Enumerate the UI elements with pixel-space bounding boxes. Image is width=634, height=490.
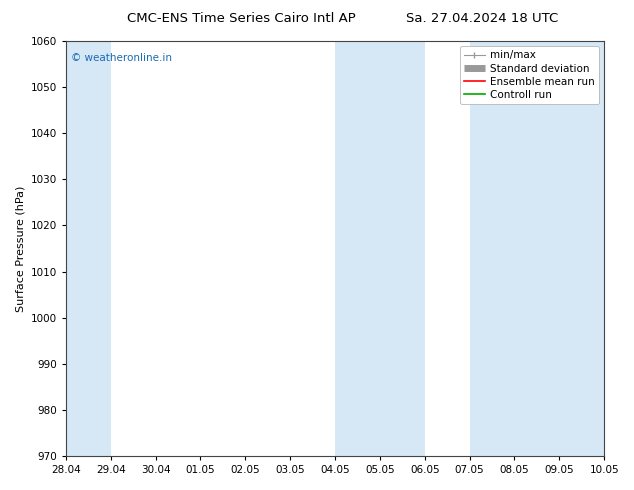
Bar bbox=[66, 41, 111, 456]
Text: © weatheronline.in: © weatheronline.in bbox=[71, 53, 172, 64]
Text: CMC-ENS Time Series Cairo Intl AP: CMC-ENS Time Series Cairo Intl AP bbox=[127, 12, 355, 25]
Y-axis label: Surface Pressure (hPa): Surface Pressure (hPa) bbox=[15, 185, 25, 312]
Bar bbox=[470, 41, 604, 456]
Text: Sa. 27.04.2024 18 UTC: Sa. 27.04.2024 18 UTC bbox=[406, 12, 558, 25]
Bar bbox=[335, 41, 425, 456]
Legend: min/max, Standard deviation, Ensemble mean run, Controll run: min/max, Standard deviation, Ensemble me… bbox=[460, 46, 599, 104]
